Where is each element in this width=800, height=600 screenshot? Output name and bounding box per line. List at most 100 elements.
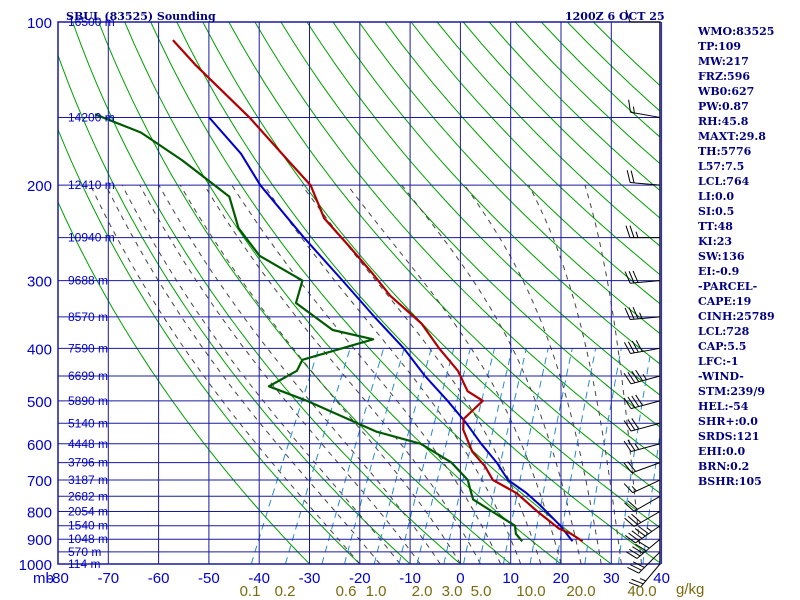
height-label: 9688 m	[68, 274, 108, 288]
height-label: 1048 m	[68, 532, 108, 546]
wind-barb-flag	[631, 530, 643, 539]
wind-barb-half	[635, 231, 639, 238]
mixing-ratio-line	[398, 348, 455, 564]
moist-adiabat	[90, 184, 361, 564]
temperature-tick-label: 20	[553, 570, 570, 587]
wind-barb-flag	[627, 439, 636, 451]
index-item: -WIND-	[698, 370, 744, 383]
wind-barb	[633, 511, 661, 527]
wind-barb-flag	[624, 517, 635, 527]
mixing-ratio-label: 2.0	[412, 583, 433, 600]
wind-barb	[630, 182, 661, 186]
index-item: FRZ:596	[698, 70, 750, 83]
wind-barb	[630, 400, 661, 410]
wind-barb-flag	[628, 271, 635, 284]
mixing-ratio-unit: g/kg	[676, 581, 704, 598]
wind-barb-flag	[631, 370, 640, 383]
pressure-tick-label: 600	[27, 437, 52, 454]
indices-panel: WMO:83525 TP:109 MW:217 FRZ:596 WB0:627 PW:0.…	[697, 25, 775, 488]
wind-barb	[630, 347, 661, 355]
wind-barb-flag	[629, 548, 641, 557]
index-item: LI:0.0	[698, 190, 734, 203]
moist-adiabat	[179, 184, 461, 564]
wind-barb-flag	[631, 513, 642, 523]
dry-adiabat	[202, 22, 660, 529]
mixing-ratio-line	[555, 348, 597, 564]
grid-lines	[57, 21, 663, 565]
index-item: EI:-0.9	[698, 265, 739, 278]
dry-adiabat	[566, 22, 660, 112]
wind-barb	[633, 495, 661, 512]
pressure-tick-label: 200	[27, 178, 52, 195]
profile-lines	[94, 39, 584, 543]
height-label: 4448 m	[68, 437, 108, 451]
index-item: TH:5776	[698, 145, 752, 158]
wind-barb-half	[631, 486, 637, 492]
wind-barb-flag	[623, 462, 633, 474]
wind-barb-flag	[634, 528, 646, 537]
wind-barb	[630, 316, 661, 320]
index-item: LCL:764	[698, 175, 750, 188]
temperature-tick-label: -30	[299, 570, 321, 587]
temperature-tick-label: 30	[603, 570, 620, 587]
index-item: SI:0.5	[698, 205, 734, 218]
index-item: SRDS:121	[698, 430, 760, 443]
height-label: 3796 m	[68, 456, 108, 470]
temperature-tick-label: -10	[399, 570, 421, 587]
temperature-trace	[172, 39, 584, 543]
wind-barb-flag	[627, 371, 636, 384]
wind-barb-flag	[631, 418, 640, 430]
wind-barb-flag	[625, 9, 631, 23]
index-item: BRN:0.2	[698, 460, 749, 473]
wind-barb-flag	[629, 225, 635, 238]
moist-adiabat	[301, 184, 542, 564]
wind-barb-flag	[627, 461, 636, 472]
index-item: WMO:83525	[697, 25, 774, 38]
dry-adiabat	[176, 22, 660, 564]
height-label: 1540 m	[68, 519, 108, 533]
index-item: LFC:-1	[698, 355, 739, 368]
wind-barb-flag	[627, 341, 635, 354]
pressure-tick-label: 100	[27, 15, 52, 32]
wind-barb-flag	[638, 541, 650, 549]
temperature-tick-label: 40	[653, 570, 670, 587]
temperature-tick-label: 10	[502, 570, 519, 587]
parcel-trace	[208, 116, 574, 542]
wind-barb-flag	[626, 170, 631, 183]
wind-barb-flag	[632, 546, 644, 554]
temperature-tick-label: -50	[198, 570, 220, 587]
index-item: RH:45.8	[698, 115, 749, 128]
wind-barb-flag	[623, 440, 632, 452]
index-item: STM:239/9	[698, 385, 765, 398]
wind-barb-flag	[627, 567, 640, 574]
wind-barb-half	[639, 578, 647, 582]
dry-adiabat	[72, 22, 461, 564]
adiabat-lines	[58, 22, 660, 564]
wind-barb-flag	[623, 342, 631, 354]
mixing-ratio-line	[642, 430, 660, 564]
wind-barb	[640, 563, 661, 588]
index-item: KI:23	[698, 235, 732, 248]
wind-barb	[631, 462, 661, 474]
height-label: 570 m	[68, 545, 101, 559]
wind-barb-flag	[624, 502, 635, 512]
wind-barb-half	[632, 106, 635, 113]
mixing-ratio-line	[478, 348, 527, 564]
pressure-tick-label: 1000	[19, 557, 52, 574]
mixing-ratio-label: 0.2	[275, 583, 296, 600]
wind-barb-flag	[624, 307, 631, 320]
mixing-ratio-label: 0.6	[336, 583, 357, 600]
mixing-ratio-line	[284, 348, 351, 564]
index-item: EHI:0.0	[698, 445, 745, 458]
wind-barb-flag	[635, 543, 647, 552]
pressure-tick-label: 700	[27, 473, 52, 490]
wind-barb-flag	[623, 420, 632, 432]
index-item: L57:7.5	[698, 160, 744, 173]
wind-barb-flag	[627, 419, 636, 431]
pressure-tick-label: 800	[27, 504, 52, 521]
temperature-tick-label: -60	[148, 570, 170, 587]
wind-barb	[636, 538, 661, 559]
wind-barb	[630, 280, 661, 284]
wind-barb-half	[646, 527, 653, 532]
